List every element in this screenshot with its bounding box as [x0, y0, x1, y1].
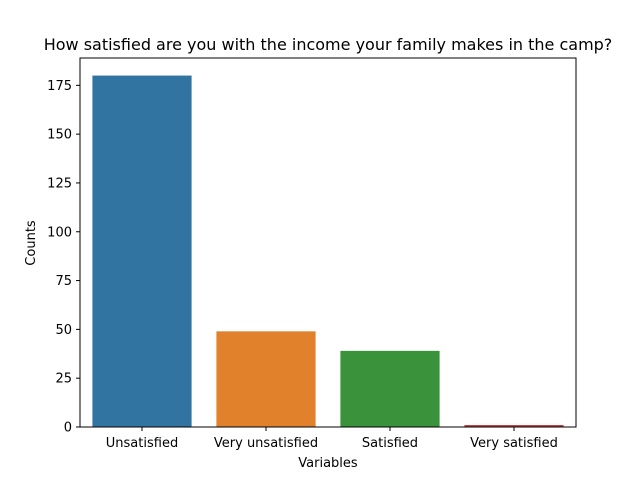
x-tick-label: Unsatisfied	[106, 436, 178, 451]
plot-area	[92, 75, 564, 428]
y-tick-label: 0	[64, 421, 72, 436]
bar-satisfied	[340, 350, 440, 427]
y-axis-label: Counts	[24, 220, 39, 266]
y-tick-label: 175	[47, 79, 72, 94]
bar-very-unsatisfied	[216, 331, 316, 427]
x-axis-label: Variables	[298, 456, 358, 471]
y-tick-label: 75	[55, 274, 72, 289]
bar-unsatisfied	[92, 75, 192, 428]
bar-very-satisfied	[464, 425, 564, 427]
y-axis: 0 25 50 75 100 125 150 175	[47, 79, 80, 436]
plot-frame	[79, 57, 577, 428]
x-tick-label: Very satisfied	[470, 436, 558, 451]
y-tick-label: 100	[47, 225, 72, 240]
x-tick-label: Very unsatisfied	[214, 436, 318, 451]
y-tick-label: 50	[55, 323, 72, 338]
y-tick-label: 25	[55, 372, 72, 387]
x-tick-label: Satisfied	[362, 436, 418, 451]
x-axis: Unsatisfied Very unsatisfied Satisfied Very…	[106, 427, 558, 451]
y-tick-label: 125	[47, 176, 72, 191]
chart-title: How satisfied are you with the income yo…	[44, 35, 613, 54]
y-tick-label: 150	[47, 128, 72, 143]
